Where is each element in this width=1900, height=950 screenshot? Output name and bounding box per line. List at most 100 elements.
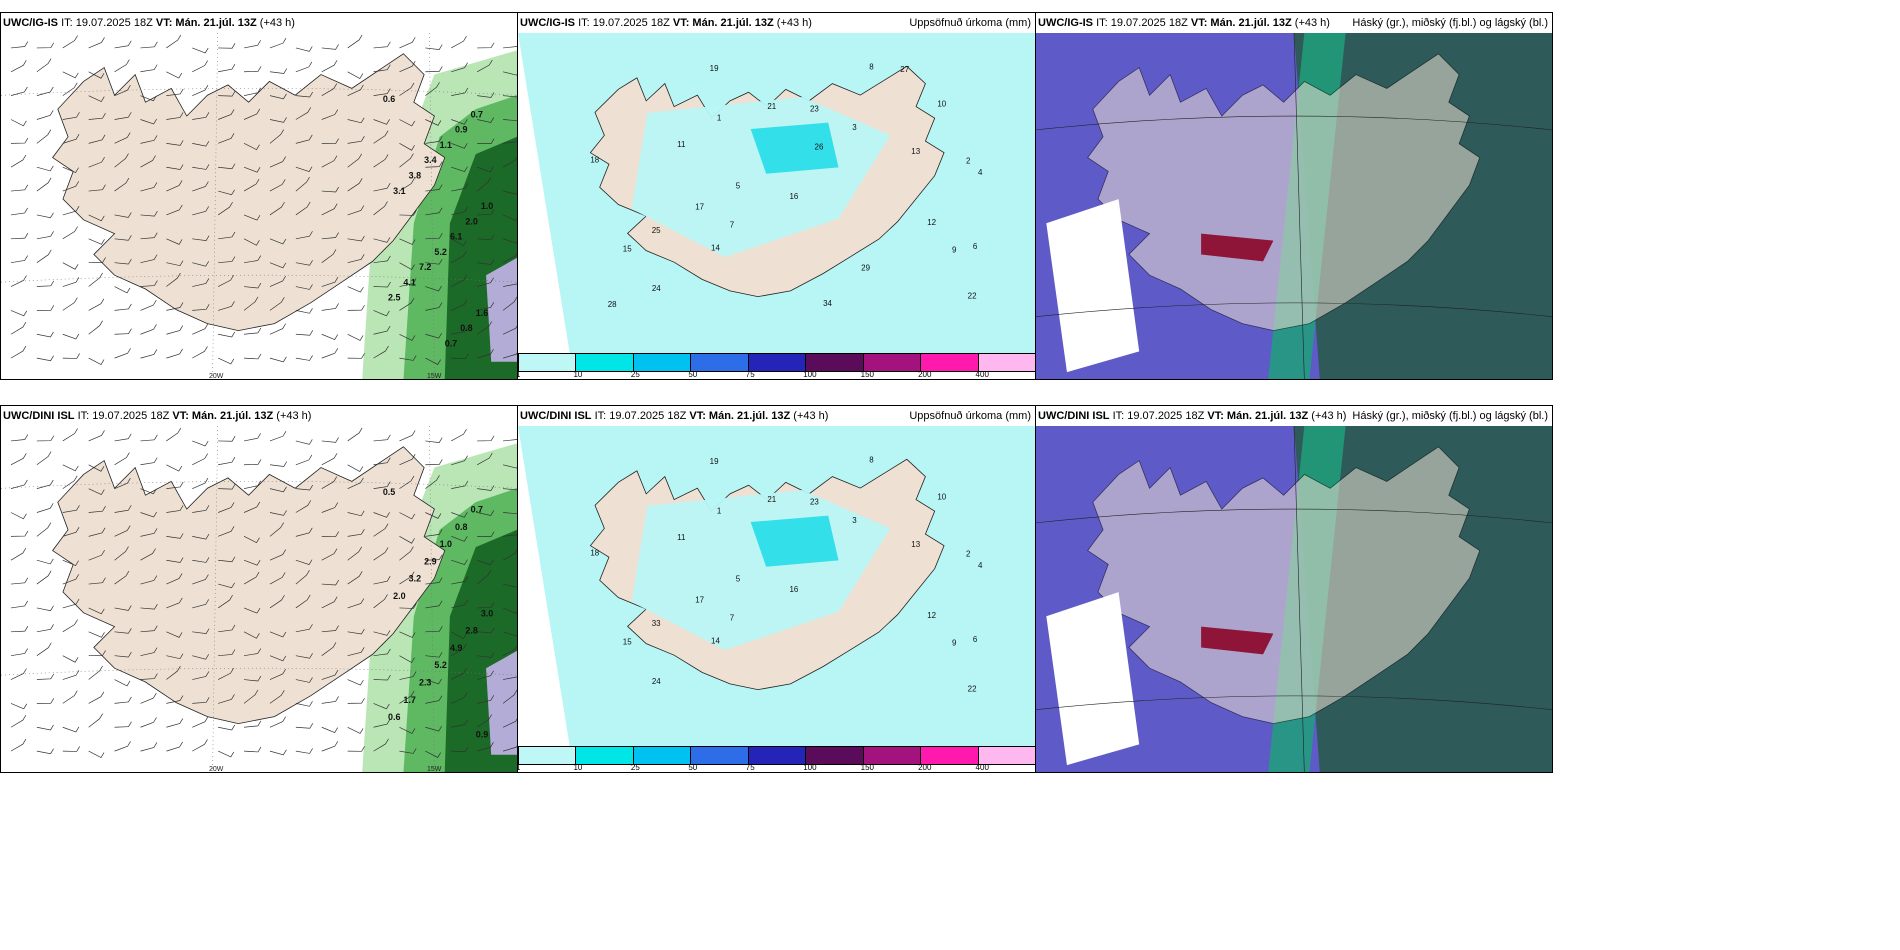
precip-station-value: 3	[852, 123, 857, 132]
precip-station-value: 4	[978, 561, 983, 570]
colorbar-tick-label: 50	[688, 370, 698, 379]
precip-value-label: 1.1	[440, 140, 452, 150]
iceland-outline	[1087, 446, 1481, 724]
colorbar-swatch	[747, 354, 806, 371]
precip-station-value: 2	[966, 156, 971, 165]
wind-barbs	[10, 34, 517, 366]
precip-station-value: 12	[927, 218, 936, 227]
precip-station-value: 9	[952, 638, 957, 647]
precip-station-value: 27	[900, 65, 909, 74]
precip-station-value: 17	[695, 595, 704, 604]
precip-map: 1 2 3 4 5 6 7 8 9 10 11 12 13 14 15 16 17 18 19 21 22 23 24 25 2…	[518, 33, 1035, 353]
precip-area-mid	[750, 122, 839, 174]
precip-station-value: 33	[652, 619, 661, 628]
colorbar-swatch	[747, 747, 806, 764]
precip-value-label: 1.0	[481, 201, 493, 211]
precip-shade-extreme	[486, 650, 517, 755]
wind-barbs	[10, 427, 517, 759]
precip-value-label: 2.0	[393, 591, 405, 601]
precip-station-value: 26	[815, 142, 824, 151]
colorbar-ticks: 1 10 25 50 75 100 150 200 400	[518, 370, 1035, 379]
lon-label-15w: 15W	[427, 373, 442, 380]
colorbar-swatch	[977, 354, 1035, 371]
colorbar-swatch	[690, 747, 748, 764]
precip-value-label: 7.2	[419, 262, 431, 272]
precip-values: 0.6 0.7 0.91.1 3.43.8 3.1 1.0 2.06.1 5.27.2 4.12…	[383, 94, 493, 348]
precip-station-value: 15	[623, 245, 632, 254]
panel-header: UWC/DINI ISL IT: 19.07.2025 18Z VT: Mán.…	[1, 406, 517, 426]
precip-value-label: 2.3	[419, 678, 431, 688]
precip-value-label: 4.1	[403, 277, 415, 287]
precip-station-value: 14	[711, 243, 720, 252]
precip-station-value: 21	[767, 495, 776, 504]
colorbar-tick-label: 200	[918, 763, 932, 772]
precip-value-label: 5.2	[434, 660, 446, 670]
lon-label-20w: 20W	[209, 373, 224, 380]
precip-station-value: 9	[952, 245, 957, 254]
colorbar-swatch	[690, 354, 748, 371]
precip-value-label: 2.8	[465, 626, 477, 636]
precip-value-label: 0.9	[455, 125, 467, 135]
colorbar-swatch	[632, 354, 691, 371]
precip-value-label: 3.0	[481, 608, 493, 618]
precip-value-label: 0.9	[476, 729, 488, 739]
lon-label-20w: 20W	[209, 766, 224, 773]
colorbar-tick-label: 400	[975, 763, 989, 772]
precip-value-label: 5.2	[434, 247, 446, 257]
precip-station-value: 16	[789, 585, 798, 594]
panel-wind-igis: UWC/IG-IS IT: 19.07.2025 18Z VT: Mán. 21…	[0, 12, 518, 380]
cloud-map	[1036, 426, 1552, 772]
precip-station-value: 25	[652, 226, 661, 235]
colorbar-tick-label: 150	[860, 763, 875, 772]
precip-station-value: 10	[937, 100, 946, 109]
precip-map: 1 2 3 4 5 6 7 8 9 10 11 12 13 14 15 16 17 18 19 21 22 23 24 33	[518, 426, 1035, 746]
colorbar-tick-label: 25	[630, 763, 640, 772]
precip-value-label: 2.0	[465, 216, 477, 226]
precip-station-value: 24	[652, 677, 661, 686]
precip-value-label: 0.6	[388, 712, 400, 722]
precip-colorbar: 1 10 25 50 75 100 150 200 400	[518, 746, 1035, 772]
colorbar-swatch	[632, 747, 691, 764]
precip-station-value: 12	[927, 611, 936, 620]
precip-station-value: 19	[710, 457, 719, 466]
cloud-map	[1036, 33, 1552, 379]
precip-station-value: 22	[968, 684, 977, 693]
precip-station-value: 6	[973, 635, 978, 644]
precip-value-label: 3.8	[409, 171, 421, 181]
precip-station-value: 11	[677, 140, 686, 149]
precip-station-value: 11	[677, 533, 686, 542]
precip-station-value: 13	[911, 540, 920, 549]
panel-header: UWC/DINI ISL IT: 19.07.2025 18Z VT: Mán.…	[1036, 406, 1552, 426]
panel-cloud-igis: UWC/IG-IS IT: 19.07.2025 18Z VT: Mán. 21…	[1035, 12, 1553, 380]
convective-cloud	[1201, 626, 1274, 655]
precip-station-value: 1	[717, 114, 722, 123]
iceland-outline	[1087, 53, 1481, 331]
precip-value-label: 0.6	[383, 94, 395, 104]
precip-station-value: 8	[869, 62, 874, 71]
wind-map: 0.6 0.7 0.9 1.1 3.4 3.8 3.1 1.0 2.0 6.1 5.2 7.2 4.1 2…	[1, 33, 517, 379]
lon-label-15w: 15W	[427, 766, 442, 773]
precip-value-label: 0.7	[471, 110, 483, 120]
colorbar-tick-label: 1	[518, 370, 520, 379]
precip-station-value: 17	[695, 202, 704, 211]
colorbar-tick-label: 400	[975, 370, 989, 379]
precip-shade-extreme	[486, 257, 517, 362]
wind-map: 0.5 0.7 0.8 1.0 2.9 3.2 2.0 3.0 2.8 4.9 5.2 2.3 1.7 0…	[1, 426, 517, 772]
precip-station-value: 5	[736, 575, 741, 584]
panel-header: UWC/DINI ISL IT: 19.07.2025 18Z VT: Mán.…	[518, 406, 1035, 426]
precip-station-value: 5	[736, 182, 741, 191]
precip-station-value: 28	[608, 300, 617, 309]
graticule	[1036, 33, 1552, 379]
precip-value-label: 1.6	[476, 308, 488, 318]
precip-station-value: 13	[911, 147, 920, 156]
precip-station-value: 34	[823, 299, 832, 308]
precip-value-label: 1.7	[403, 695, 415, 705]
precip-station-value: 2	[966, 549, 971, 558]
panel-cloud-dini: UWC/DINI ISL IT: 19.07.2025 18Z VT: Mán.…	[1035, 405, 1553, 773]
colorbar-swatch	[862, 354, 921, 371]
colorbar-tick-label: 50	[688, 763, 698, 772]
precip-station-value: 1	[717, 507, 722, 516]
convective-cloud	[1201, 233, 1274, 262]
colorbar-swatches	[518, 353, 1035, 372]
precip-station-value: 22	[968, 291, 977, 300]
